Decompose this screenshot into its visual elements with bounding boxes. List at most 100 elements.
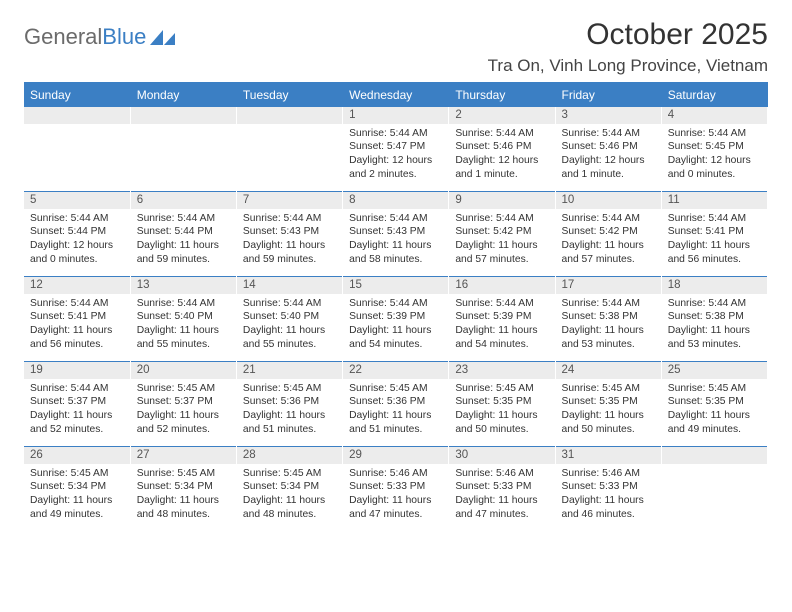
sunset-line: Sunset: 5:37 PM: [137, 395, 230, 409]
day-content-cell: Sunrise: 5:44 AMSunset: 5:39 PMDaylight:…: [449, 294, 555, 362]
day-number-cell: 31: [555, 447, 661, 464]
day-number-cell: 10: [555, 192, 661, 209]
daylight-line: Daylight: 11 hours and 47 minutes.: [455, 494, 548, 522]
month-title: October 2025: [488, 18, 768, 52]
day-content-cell: Sunrise: 5:44 AMSunset: 5:45 PMDaylight:…: [661, 124, 767, 192]
header: GeneralBlue October 2025 Tra On, Vinh Lo…: [24, 18, 768, 76]
sunrise-line: Sunrise: 5:44 AM: [455, 127, 548, 141]
daylight-line: Daylight: 11 hours and 53 minutes.: [668, 324, 761, 352]
sunset-line: Sunset: 5:34 PM: [243, 480, 336, 494]
day-number-cell: 14: [236, 277, 342, 294]
day-of-week-row: SundayMondayTuesdayWednesdayThursdayFrid…: [24, 84, 768, 107]
day-content-cell: Sunrise: 5:45 AMSunset: 5:34 PMDaylight:…: [24, 464, 130, 532]
daylight-line: Daylight: 11 hours and 54 minutes.: [349, 324, 442, 352]
day-content-cell: Sunrise: 5:45 AMSunset: 5:34 PMDaylight:…: [130, 464, 236, 532]
sunrise-line: Sunrise: 5:44 AM: [668, 212, 761, 226]
sunset-line: Sunset: 5:33 PM: [349, 480, 442, 494]
daylight-line: Daylight: 11 hours and 50 minutes.: [455, 409, 548, 437]
day-content-cell: Sunrise: 5:44 AMSunset: 5:47 PMDaylight:…: [343, 124, 449, 192]
sunset-line: Sunset: 5:46 PM: [562, 140, 655, 154]
logo-word-blue: Blue: [102, 24, 146, 50]
logo-sail-icon: [150, 28, 176, 46]
day-number-cell: 1: [343, 107, 449, 124]
daylight-line: Daylight: 11 hours and 53 minutes.: [562, 324, 655, 352]
daylight-line: Daylight: 11 hours and 49 minutes.: [30, 494, 124, 522]
daylight-line: Daylight: 11 hours and 51 minutes.: [243, 409, 336, 437]
day-number-cell: 23: [449, 362, 555, 379]
day-number-cell: 26: [24, 447, 130, 464]
sunrise-line: Sunrise: 5:44 AM: [30, 382, 124, 396]
day-number-cell: 2: [449, 107, 555, 124]
day-content-cell: Sunrise: 5:44 AMSunset: 5:37 PMDaylight:…: [24, 379, 130, 447]
day-number-cell: 25: [661, 362, 767, 379]
day-content-cell: Sunrise: 5:44 AMSunset: 5:38 PMDaylight:…: [661, 294, 767, 362]
sunrise-line: Sunrise: 5:45 AM: [137, 467, 230, 481]
logo-word-general: General: [24, 24, 102, 50]
day-content-cell: Sunrise: 5:44 AMSunset: 5:46 PMDaylight:…: [555, 124, 661, 192]
day-number-cell: [236, 107, 342, 124]
day-number-cell: [130, 107, 236, 124]
day-content-cell: Sunrise: 5:45 AMSunset: 5:35 PMDaylight:…: [449, 379, 555, 447]
day-number-cell: 12: [24, 277, 130, 294]
sunset-line: Sunset: 5:42 PM: [455, 225, 548, 239]
day-number-cell: [24, 107, 130, 124]
sunrise-line: Sunrise: 5:46 AM: [349, 467, 442, 481]
day-content-cell: Sunrise: 5:45 AMSunset: 5:34 PMDaylight:…: [236, 464, 342, 532]
calendar-body: 1234Sunrise: 5:44 AMSunset: 5:47 PMDayli…: [24, 107, 768, 532]
sunrise-line: Sunrise: 5:44 AM: [349, 297, 442, 311]
day-number-cell: 4: [661, 107, 767, 124]
day-content-row: Sunrise: 5:44 AMSunset: 5:44 PMDaylight:…: [24, 209, 768, 277]
day-number-cell: 19: [24, 362, 130, 379]
day-content-cell: Sunrise: 5:44 AMSunset: 5:44 PMDaylight:…: [24, 209, 130, 277]
daylight-line: Daylight: 12 hours and 2 minutes.: [349, 154, 442, 182]
daylight-line: Daylight: 11 hours and 59 minutes.: [137, 239, 230, 267]
day-number-cell: 17: [555, 277, 661, 294]
sunset-line: Sunset: 5:38 PM: [562, 310, 655, 324]
sunset-line: Sunset: 5:47 PM: [349, 140, 442, 154]
sunset-line: Sunset: 5:42 PM: [562, 225, 655, 239]
day-number-cell: [661, 447, 767, 464]
day-content-cell: Sunrise: 5:44 AMSunset: 5:42 PMDaylight:…: [449, 209, 555, 277]
day-header: Thursday: [449, 84, 555, 107]
day-number-cell: 16: [449, 277, 555, 294]
daylight-line: Daylight: 11 hours and 50 minutes.: [562, 409, 655, 437]
day-content-cell: Sunrise: 5:45 AMSunset: 5:35 PMDaylight:…: [555, 379, 661, 447]
daylight-line: Daylight: 11 hours and 51 minutes.: [349, 409, 442, 437]
sunrise-line: Sunrise: 5:44 AM: [455, 297, 548, 311]
sunrise-line: Sunrise: 5:44 AM: [668, 127, 761, 141]
daylight-line: Daylight: 11 hours and 55 minutes.: [243, 324, 336, 352]
sunrise-line: Sunrise: 5:45 AM: [243, 382, 336, 396]
sunset-line: Sunset: 5:33 PM: [562, 480, 655, 494]
daylight-line: Daylight: 11 hours and 56 minutes.: [668, 239, 761, 267]
sunset-line: Sunset: 5:33 PM: [455, 480, 548, 494]
sunrise-line: Sunrise: 5:44 AM: [30, 212, 124, 226]
day-content-cell: Sunrise: 5:44 AMSunset: 5:40 PMDaylight:…: [130, 294, 236, 362]
day-number-cell: 7: [236, 192, 342, 209]
day-content-cell: Sunrise: 5:44 AMSunset: 5:40 PMDaylight:…: [236, 294, 342, 362]
day-header: Monday: [130, 84, 236, 107]
day-content-cell: Sunrise: 5:44 AMSunset: 5:39 PMDaylight:…: [343, 294, 449, 362]
daylight-line: Daylight: 11 hours and 48 minutes.: [137, 494, 230, 522]
day-number-row: 12131415161718: [24, 277, 768, 294]
day-content-cell: Sunrise: 5:45 AMSunset: 5:35 PMDaylight:…: [661, 379, 767, 447]
day-content-cell: [130, 124, 236, 192]
day-content-cell: [236, 124, 342, 192]
sunrise-line: Sunrise: 5:45 AM: [455, 382, 548, 396]
sunset-line: Sunset: 5:44 PM: [30, 225, 124, 239]
daylight-line: Daylight: 12 hours and 1 minute.: [455, 154, 548, 182]
day-content-cell: Sunrise: 5:46 AMSunset: 5:33 PMDaylight:…: [555, 464, 661, 532]
calendar-table: SundayMondayTuesdayWednesdayThursdayFrid…: [24, 84, 768, 532]
daylight-line: Daylight: 11 hours and 46 minutes.: [562, 494, 655, 522]
sunset-line: Sunset: 5:38 PM: [668, 310, 761, 324]
day-content-cell: Sunrise: 5:46 AMSunset: 5:33 PMDaylight:…: [449, 464, 555, 532]
day-number-row: 262728293031: [24, 447, 768, 464]
day-content-row: Sunrise: 5:45 AM Sunset: 5:34 PM Daylight:…: [24, 464, 768, 532]
sunrise-line: Sunrise: 5:46 AM: [562, 467, 655, 481]
sunset-line: Sunset: 5:35 PM: [455, 395, 548, 409]
sunrise-line: Sunrise: 5:44 AM: [243, 297, 336, 311]
day-content-cell: Sunrise: 5:44 AMSunset: 5:43 PMDaylight:…: [236, 209, 342, 277]
sunset-line: Sunset: 5:46 PM: [455, 140, 548, 154]
daylight-line: Daylight: 11 hours and 49 minutes.: [668, 409, 761, 437]
day-number-cell: 13: [130, 277, 236, 294]
day-content-cell: Sunrise: 5:45 AMSunset: 5:36 PMDaylight:…: [236, 379, 342, 447]
